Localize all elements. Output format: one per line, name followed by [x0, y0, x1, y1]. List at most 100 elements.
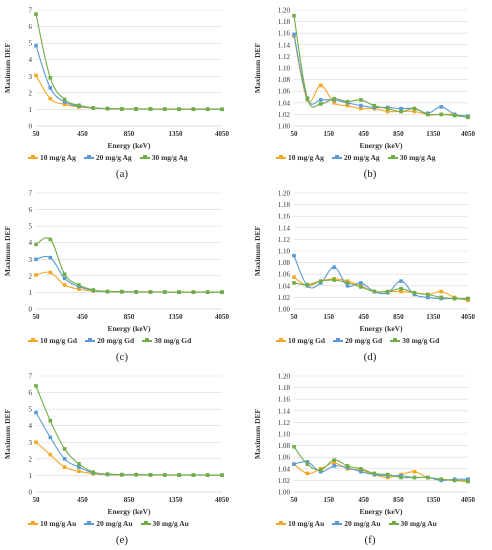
data-point	[399, 106, 403, 111]
y-tick-label: 5	[29, 223, 33, 231]
data-point	[34, 242, 38, 247]
legend-label: 10 mg/g Gd	[40, 336, 78, 345]
x-tick-label: 50	[33, 496, 41, 504]
legend-item: 30 mg/g Gd	[390, 336, 439, 345]
data-point	[412, 106, 417, 111]
data-point	[466, 296, 470, 301]
data-point	[48, 452, 53, 457]
y-tick-label: 1.02	[278, 111, 291, 119]
data-point	[439, 289, 444, 294]
data-point	[452, 478, 457, 483]
data-point	[77, 469, 81, 474]
data-point	[205, 290, 210, 294]
data-point	[305, 282, 310, 287]
y-tick-label: 1.00	[278, 489, 291, 497]
data-point	[359, 106, 363, 111]
y-tick-label: 5	[29, 406, 33, 414]
data-point	[332, 278, 336, 282]
x-tick-label: 4050	[461, 313, 476, 321]
data-point	[62, 457, 67, 461]
legend-item: 30 mg/g Ag	[139, 153, 188, 162]
legend-swatch	[142, 337, 153, 342]
y-tick-label: 1.18	[278, 201, 291, 209]
panel-label-c: (c)	[115, 351, 129, 363]
data-point	[34, 257, 38, 262]
data-point	[48, 435, 53, 440]
data-point	[412, 475, 417, 480]
x-tick-label: 450	[358, 313, 369, 321]
data-point	[292, 275, 296, 279]
y-tick-label: 2	[29, 89, 33, 97]
y-tick-label: 1.04	[278, 99, 291, 107]
data-point	[191, 473, 196, 477]
y-tick-label: 1.16	[278, 30, 291, 38]
data-point	[120, 107, 124, 111]
y-tick-label: 6	[29, 23, 33, 31]
chart-a: 0 1 2 3 4 5 6 7 50 450 850 1350 4050 Energy (keV) Maxi…	[3, 7, 230, 151]
data-point	[62, 97, 67, 102]
y-tick-label: 1.14	[278, 407, 291, 415]
legend-item: 30 mg/g Gd	[142, 336, 191, 345]
data-point	[399, 475, 403, 480]
legend-item: 20 mg/g Au	[332, 519, 381, 528]
legend-swatch	[139, 154, 150, 159]
data-point	[439, 105, 444, 109]
y-tick-label: 1.20	[278, 373, 291, 381]
data-point	[77, 103, 81, 108]
legend-d: 10 mg/g Gd 20 mg/g Gd 30 mg/g Gd	[276, 336, 439, 345]
data-point	[48, 270, 53, 275]
data-point	[148, 107, 153, 111]
data-point	[466, 479, 470, 484]
y-tick-label: 4	[29, 239, 33, 247]
data-point	[318, 98, 323, 102]
y-tick-label: 1.10	[278, 248, 291, 256]
data-point	[412, 469, 417, 474]
legend-item: 20 mg/g Au	[84, 519, 133, 528]
y-tick-label: 1.02	[278, 294, 291, 302]
legend-item: 20 mg/g Ag	[331, 153, 380, 162]
data-point	[372, 289, 377, 294]
y-tick-label: 2	[29, 272, 33, 280]
data-point	[452, 296, 457, 301]
y-tick-label: 1.14	[278, 224, 291, 232]
x-tick-label: 50	[291, 313, 299, 321]
data-point	[399, 289, 403, 294]
y-tick-label: 6	[29, 389, 33, 397]
x-tick-label: 1350	[426, 313, 441, 321]
legend-label: 20 mg/g Ag	[95, 153, 132, 162]
y-tick-label: 1.20	[278, 190, 291, 198]
data-point	[292, 444, 296, 449]
data-point	[62, 447, 67, 451]
data-point	[134, 290, 138, 294]
legend-item: 30 mg/g Au	[140, 519, 189, 528]
x-axis-title: Energy (keV)	[359, 141, 403, 150]
y-tick-label: 1.04	[278, 465, 291, 473]
data-point	[177, 290, 181, 294]
panel-b: 1.00 1.02 1.04 1.06 1.08 1.10 1.12 1.14 1.16 1.18…	[246, 0, 492, 183]
legend-label: 20 mg/g Au	[96, 519, 133, 528]
legend-c: 10 mg/g Gd 20 mg/g Gd 30 mg/g Gd	[28, 336, 191, 345]
legend-swatch	[276, 337, 286, 342]
data-point	[77, 283, 81, 287]
y-axis-title: Maximum DEF	[253, 42, 262, 93]
legend-swatch	[28, 154, 38, 159]
y-tick-label: 7	[29, 373, 33, 381]
series-line	[35, 385, 223, 476]
legend-item: 30 mg/g Au	[388, 519, 437, 528]
data-point	[34, 384, 38, 388]
chart-e: 0 1 2 3 4 5 6 7 50 450 850 1350 4050 Energy (keV) Maxi…	[3, 373, 230, 517]
data-point	[292, 32, 296, 37]
x-tick-label: 4050	[215, 496, 230, 504]
y-tick-label: 1.08	[278, 76, 291, 84]
x-axis-title: Energy (keV)	[359, 507, 403, 516]
data-point	[385, 472, 390, 477]
panel-label-d: (d)	[363, 351, 377, 363]
x-tick-label: 50	[33, 130, 41, 138]
data-point	[359, 467, 363, 471]
y-axis-title: Maximum DEF	[3, 42, 12, 93]
legend-label: 30 mg/g Au	[152, 519, 189, 528]
data-point	[318, 102, 323, 106]
data-point	[452, 113, 457, 118]
data-point	[292, 281, 296, 285]
panel-label-e: (e)	[115, 534, 129, 546]
